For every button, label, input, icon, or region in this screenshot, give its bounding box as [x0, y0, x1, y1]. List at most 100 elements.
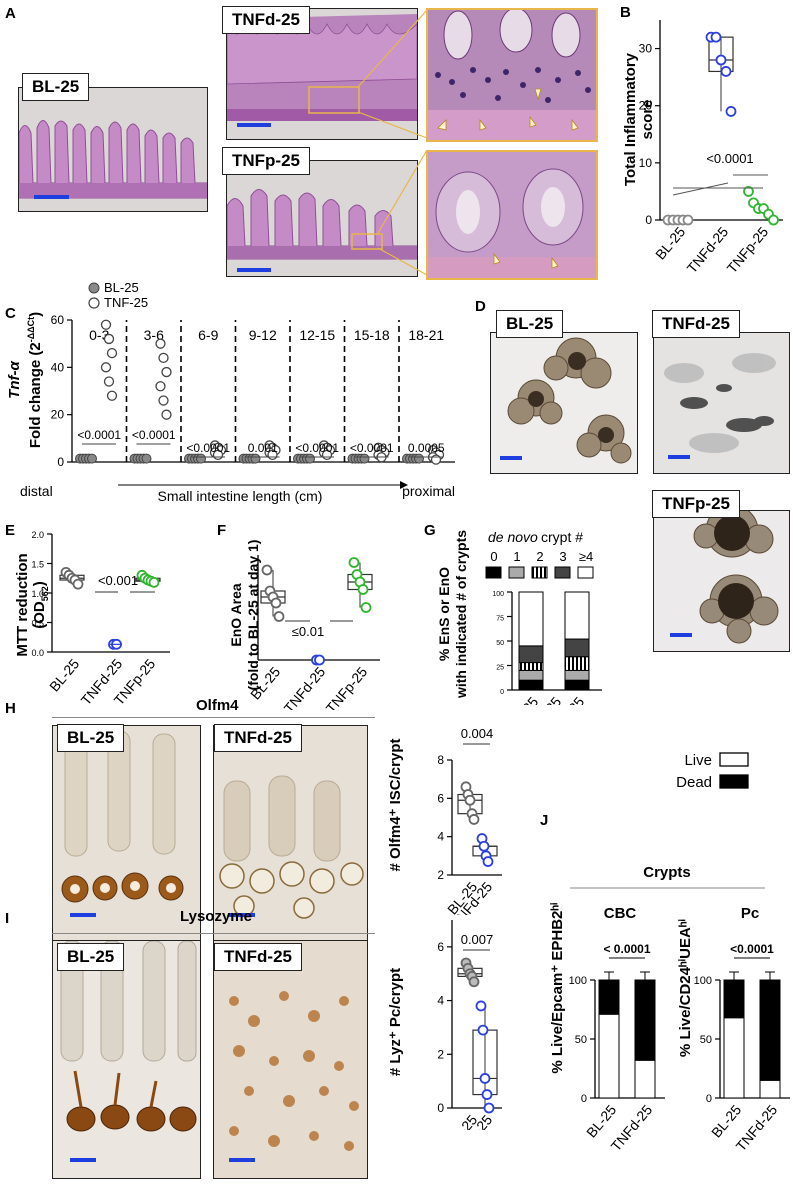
panel-b-ylabel: Total Inflammatory score: [622, 27, 656, 212]
bl25-organoid-image: [490, 332, 638, 474]
legend-label: 0: [490, 549, 497, 564]
ylabel-foldchange: Fold change (2-ΔΔCt): [23, 310, 44, 450]
scale-bar: [668, 455, 690, 459]
p-value: <0.0001: [295, 441, 339, 455]
x-tick-label: TNFp-25: [724, 223, 772, 276]
x-tick-label: BL-25: [583, 1101, 619, 1140]
y-tick-label: 4: [437, 994, 444, 1008]
y-tick-label: 1.5: [31, 560, 44, 570]
y-tick-label: 1.0: [31, 589, 44, 599]
comparison-line: [672, 182, 729, 196]
scale-bar: [229, 913, 255, 917]
arrow-head: [400, 481, 408, 489]
stacked-bar-segment: [564, 591, 590, 640]
data-point-bl: [414, 453, 424, 464]
x-tick-label: TNFd-25: [684, 223, 732, 276]
olfm4-title: Olfm4: [196, 697, 239, 714]
y-tick-label: 20: [639, 99, 653, 113]
panel-letter-d: D: [475, 298, 486, 315]
he-tissue-illustration: [227, 161, 417, 276]
ihc-illustration: [53, 941, 200, 1178]
panel-g-chart: de novo crypt #0123≥40255075100BL-25TNFd…: [485, 530, 602, 705]
he-tissue-illustration: [19, 110, 207, 211]
p-value: <0.0001: [77, 428, 121, 442]
tnfp25-tag: TNFp-25: [222, 147, 310, 175]
panel-letter-f: F: [217, 522, 227, 539]
panel-c-chart: BL-25TNF-2502040600-3<0.00013-6<0.00016-…: [20, 280, 455, 504]
panel-letter-h: H: [5, 700, 16, 717]
data-point: [270, 597, 282, 609]
y-tick-label: 100: [492, 591, 504, 598]
stacked-bar-segment: [564, 638, 590, 658]
tnfd25-organoid-image: [653, 332, 790, 474]
data-point: [273, 611, 285, 622]
legend-label: 2: [536, 549, 543, 564]
legend-marker-tnf: [88, 297, 100, 309]
panel-e-ylabel: MTT reduction (OD562): [14, 535, 54, 675]
data-point: [768, 214, 779, 226]
p-value: < 0.0001: [603, 942, 650, 956]
panel-letter-i: I: [5, 910, 10, 927]
y-tick-label: 100: [569, 975, 587, 987]
legend-swatch: [554, 566, 571, 579]
scale-bar: [70, 913, 96, 917]
tnfp25-organoid-tag: TNFp-25: [652, 490, 740, 518]
x-tick-label: BL-25: [652, 223, 688, 262]
zoom-connector-lines: [357, 9, 428, 276]
y-tick-label: 0: [581, 1093, 587, 1105]
ylabel-close: ): [27, 311, 44, 317]
y-tick-label: 20: [51, 408, 65, 422]
legend-dead-label: Dead: [676, 774, 712, 791]
live-bar: [759, 1079, 781, 1099]
y-tick-label: 100: [694, 975, 712, 987]
lysozyme-bl25-tag: BL-25: [57, 943, 125, 971]
ylabel-text: Fold change (2: [27, 342, 44, 449]
y-tick-label: 4: [437, 830, 444, 844]
data-point-tnf: [158, 395, 169, 406]
data-point-tnf: [155, 338, 166, 349]
data-point-tnf: [103, 376, 115, 387]
legend-swatch: [485, 566, 502, 579]
ylabel-sup: -ΔΔCt: [26, 316, 36, 343]
y-tick-label: 10: [639, 156, 653, 170]
y-tick-label: 6: [437, 791, 444, 805]
y-tick-label: 40: [51, 360, 65, 374]
live-bar: [598, 1013, 620, 1099]
data-point: [468, 814, 480, 825]
ylabel-gene: Tnf-α: [6, 361, 23, 399]
dead-bar: [759, 979, 781, 1081]
ylabel-line-1: Total Inflammatory: [622, 52, 639, 187]
data-point-tnf: [106, 390, 118, 401]
data-point: [710, 31, 722, 43]
y-tick-label: 75: [496, 616, 504, 623]
segment-label: 15-18: [354, 327, 390, 343]
segment-label: 6-9: [198, 327, 218, 343]
he-zoom-illustration: [428, 152, 596, 278]
scale-bar: [229, 1158, 255, 1162]
p-value: <0.0001: [730, 942, 774, 956]
olfm4-rule: [52, 717, 375, 718]
y-tick-label: 0: [706, 1093, 712, 1105]
panel-g-ylabel: % EnS or EnO with indicated # of crypts: [436, 524, 470, 704]
panel-f-ylabel: EnO Area (fold to BL-25 at day 1): [228, 535, 262, 695]
panel-j-pc-ylabel: % Live/CD24ʰⁱUEAʰⁱ: [677, 918, 694, 1058]
distal-label: distal: [20, 483, 53, 499]
y-tick-label: 0: [500, 689, 504, 696]
scale-bar: [237, 268, 271, 272]
ylabel-line-2: with indicated # of crypts: [453, 529, 469, 699]
p-value: <0.0001: [186, 441, 230, 455]
he-zoom-illustration: [428, 10, 596, 140]
segment-label: 18-21: [408, 327, 444, 343]
stacked-bar-segment: [564, 669, 590, 681]
legend-header-italic: de novo: [488, 530, 538, 545]
data-point-bl: [250, 453, 261, 464]
y-tick-label: 0.0: [31, 648, 44, 658]
ihc-illustration: [214, 941, 367, 1178]
ihc-illustration: [53, 726, 200, 951]
y-tick-label: 0: [57, 455, 64, 469]
y-tick-label: 6: [437, 940, 444, 954]
